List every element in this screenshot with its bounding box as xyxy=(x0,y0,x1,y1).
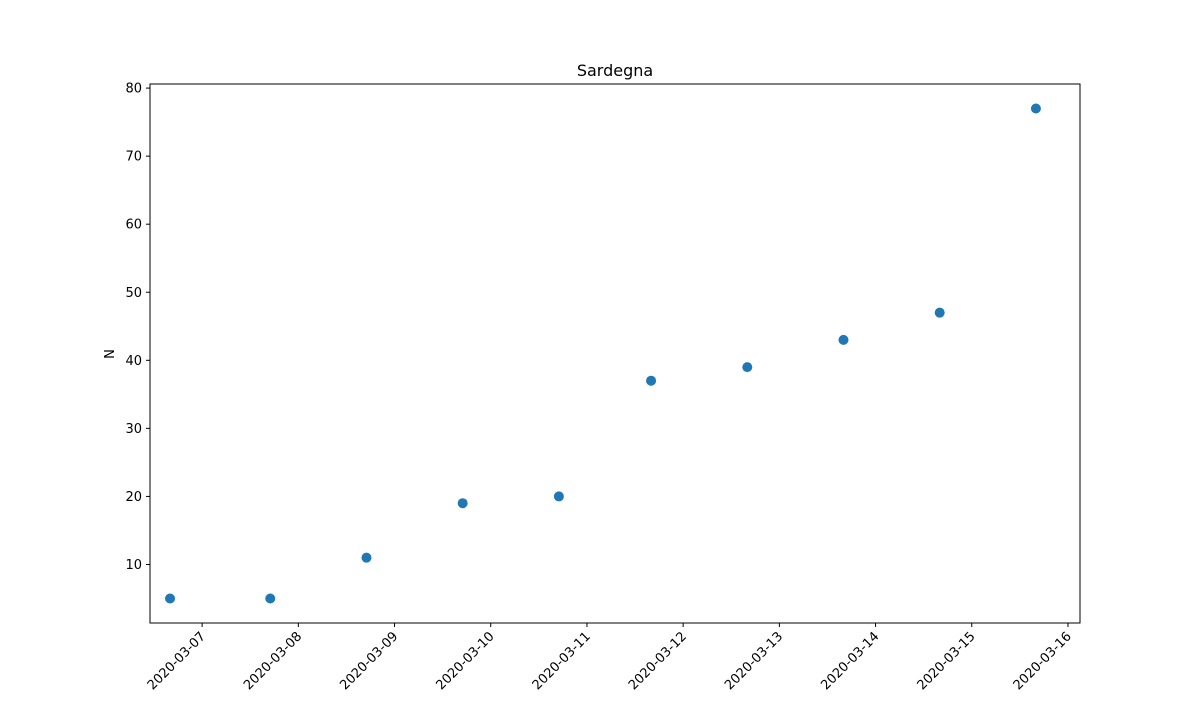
y-tick-label: 60 xyxy=(125,218,142,233)
y-tick-label: 80 xyxy=(125,82,142,97)
y-tick-label: 40 xyxy=(125,354,142,369)
marks-layer xyxy=(165,103,1041,604)
y-axis: 10 20 30 40 50 60 70 80 xyxy=(125,82,150,573)
y-tick-label: 30 xyxy=(125,422,142,437)
data-point xyxy=(646,375,657,386)
data-point xyxy=(742,362,753,373)
data-point xyxy=(457,498,468,509)
data-point xyxy=(1030,103,1041,114)
data-point xyxy=(838,334,849,345)
y-tick-label: 70 xyxy=(125,150,142,165)
data-point xyxy=(165,593,176,604)
plot-frame xyxy=(149,83,1081,624)
y-tick-label: 20 xyxy=(125,490,142,505)
data-point xyxy=(361,552,372,563)
data-point xyxy=(934,307,945,318)
y-tick-label: 10 xyxy=(125,558,142,573)
y-tick-label: 50 xyxy=(125,286,142,301)
data-point xyxy=(553,491,564,502)
chart-title: Sardegna xyxy=(577,61,653,80)
y-axis-label: N xyxy=(103,349,118,359)
data-point xyxy=(265,593,276,604)
